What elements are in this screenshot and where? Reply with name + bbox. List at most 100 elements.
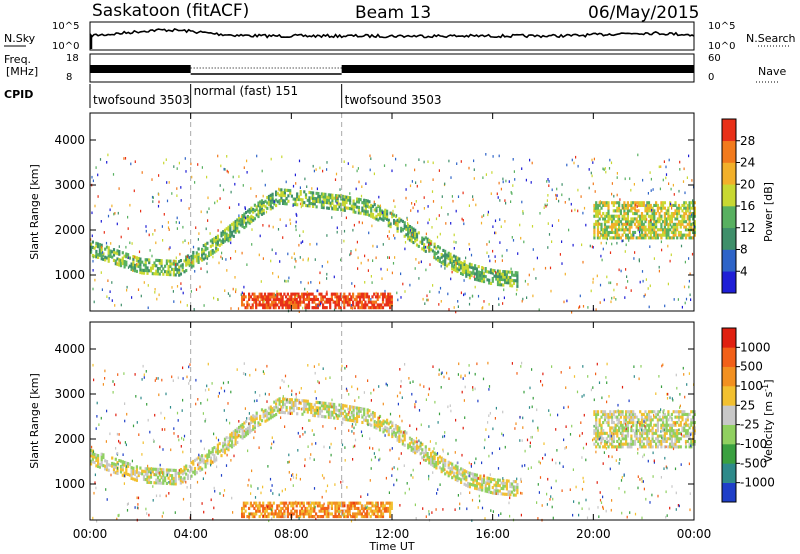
scatter-cell	[298, 391, 301, 394]
data-cell	[241, 506, 244, 510]
data-cell	[364, 418, 367, 422]
scatter-cell	[483, 474, 485, 477]
data-cell	[454, 258, 457, 262]
scatter-cell	[127, 215, 129, 219]
scatter-cell	[255, 368, 257, 372]
data-cell	[271, 206, 274, 210]
scatter-cell	[304, 458, 306, 461]
data-cell	[373, 509, 376, 513]
data-cell	[605, 214, 608, 218]
scatter-cell	[287, 279, 289, 283]
data-cell	[325, 297, 328, 301]
data-cell	[630, 421, 633, 425]
scatter-cell	[482, 267, 485, 270]
data-cell	[282, 400, 285, 404]
data-cell	[325, 512, 328, 516]
data-cell	[174, 468, 177, 472]
data-cell	[612, 429, 615, 433]
data-cell	[667, 445, 670, 449]
data-cell	[366, 411, 369, 415]
data-cell	[213, 454, 216, 458]
data-cell	[444, 257, 447, 261]
scatter-cell	[331, 405, 333, 408]
data-cell	[313, 408, 316, 412]
scatter-cell	[367, 493, 369, 496]
data-cell	[229, 229, 232, 233]
data-cell	[256, 295, 260, 299]
scatter-cell	[96, 401, 98, 405]
data-cell	[662, 220, 665, 224]
data-cell	[433, 250, 436, 254]
data-cell	[679, 214, 682, 218]
data-cell	[275, 198, 278, 202]
scatter-cell	[197, 238, 199, 241]
data-cell	[313, 300, 316, 304]
data-cell	[252, 210, 255, 214]
scatter-cell	[440, 300, 442, 303]
data-cell	[352, 515, 355, 519]
data-cell	[313, 509, 316, 513]
data-cell	[245, 224, 248, 228]
data-cell	[421, 450, 424, 454]
scatter-cell	[207, 196, 209, 200]
data-cell	[491, 279, 494, 283]
data-cell	[384, 420, 387, 424]
scatter-cell	[626, 275, 628, 278]
data-cell	[349, 196, 352, 200]
data-cell	[334, 196, 338, 200]
data-cell	[209, 244, 212, 248]
scatter-cell	[431, 226, 433, 229]
data-cell	[334, 515, 337, 519]
data-cell	[276, 504, 279, 508]
data-cell	[451, 259, 454, 263]
data-cell	[389, 297, 392, 301]
data-cell	[360, 504, 363, 508]
data-cell	[229, 235, 232, 239]
scatter-cell	[298, 517, 300, 520]
data-cell	[300, 292, 304, 296]
data-cell	[688, 426, 691, 430]
data-cell	[285, 501, 288, 505]
data-cell	[504, 278, 507, 282]
scatter-cell	[274, 293, 277, 297]
data-cell	[241, 509, 244, 513]
data-cell	[293, 303, 297, 307]
data-cell	[97, 462, 100, 466]
data-cell	[230, 230, 234, 234]
data-cell	[229, 224, 232, 228]
data-cell	[380, 512, 383, 516]
data-cell	[380, 292, 383, 296]
data-cell	[282, 410, 285, 414]
data-cell	[107, 259, 110, 263]
scatter-cell	[243, 425, 245, 429]
data-cell	[649, 439, 652, 443]
data-cell	[360, 292, 363, 296]
data-cell	[496, 283, 500, 287]
data-cell	[288, 512, 291, 516]
scatter-cell	[249, 373, 251, 377]
data-cell	[285, 303, 288, 307]
scatter-cell	[295, 260, 297, 263]
y-tick-label: 4000	[54, 133, 85, 147]
data-cell	[690, 206, 693, 210]
data-cell	[371, 411, 375, 415]
scatter-cell	[691, 213, 693, 217]
data-cell	[460, 480, 463, 484]
data-cell	[502, 272, 505, 276]
data-cell	[488, 485, 491, 489]
data-cell	[300, 506, 304, 510]
data-cell	[267, 417, 271, 421]
data-cell	[324, 415, 327, 419]
data-cell	[236, 221, 239, 225]
data-cell	[213, 239, 216, 243]
scatter-cell	[219, 184, 221, 187]
data-cell	[660, 233, 663, 237]
freq-trace	[90, 65, 694, 75]
data-cell	[323, 512, 326, 516]
scatter-cell	[389, 221, 391, 224]
data-cell	[660, 236, 663, 240]
data-cell	[363, 410, 366, 414]
scatter-cell	[95, 427, 97, 430]
data-cell	[373, 422, 376, 426]
